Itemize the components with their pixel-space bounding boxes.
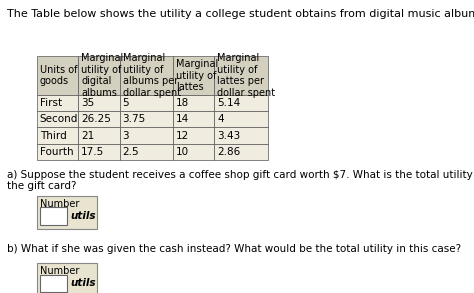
FancyBboxPatch shape	[214, 56, 268, 95]
Text: Marginal
utility of
albums per
dollar spent: Marginal utility of albums per dollar sp…	[123, 53, 181, 98]
FancyBboxPatch shape	[173, 95, 214, 111]
FancyBboxPatch shape	[37, 144, 79, 160]
FancyBboxPatch shape	[37, 95, 79, 111]
Text: utils: utils	[70, 278, 95, 288]
FancyBboxPatch shape	[120, 56, 173, 95]
FancyBboxPatch shape	[37, 56, 79, 95]
Text: Number: Number	[40, 266, 79, 276]
Text: The Table below shows the utility a college student obtains from digital music a: The Table below shows the utility a coll…	[7, 9, 474, 19]
FancyBboxPatch shape	[173, 144, 214, 160]
FancyBboxPatch shape	[173, 111, 214, 127]
Text: 21: 21	[81, 131, 94, 141]
FancyBboxPatch shape	[120, 95, 173, 111]
Text: 4: 4	[217, 114, 224, 124]
FancyBboxPatch shape	[79, 111, 120, 127]
Text: 5: 5	[123, 98, 129, 108]
FancyBboxPatch shape	[40, 207, 67, 225]
FancyBboxPatch shape	[214, 127, 268, 144]
Text: Marginal
utility of
lattes: Marginal utility of lattes	[176, 59, 218, 92]
Text: 3: 3	[123, 131, 129, 141]
Text: 3.43: 3.43	[217, 131, 240, 141]
FancyBboxPatch shape	[79, 56, 120, 95]
Text: 3.75: 3.75	[123, 114, 146, 124]
FancyBboxPatch shape	[120, 144, 173, 160]
Text: 10: 10	[176, 147, 189, 157]
FancyBboxPatch shape	[37, 196, 98, 229]
Text: 5.14: 5.14	[217, 98, 240, 108]
Text: 18: 18	[176, 98, 189, 108]
Text: Marginal
utility of
digital
albums: Marginal utility of digital albums	[81, 53, 123, 98]
Text: 35: 35	[81, 98, 94, 108]
FancyBboxPatch shape	[214, 111, 268, 127]
Text: Marginal
utility of
lattes per
dollar spent: Marginal utility of lattes per dollar sp…	[217, 53, 275, 98]
Text: 2.86: 2.86	[217, 147, 240, 157]
Text: b) What if she was given the cash instead? What would be the total utility in th: b) What if she was given the cash instea…	[7, 243, 461, 253]
Text: 26.25: 26.25	[81, 114, 111, 124]
FancyBboxPatch shape	[214, 144, 268, 160]
FancyBboxPatch shape	[79, 144, 120, 160]
FancyBboxPatch shape	[214, 95, 268, 111]
FancyBboxPatch shape	[79, 95, 120, 111]
FancyBboxPatch shape	[37, 111, 79, 127]
FancyBboxPatch shape	[173, 127, 214, 144]
FancyBboxPatch shape	[37, 127, 79, 144]
Text: Number: Number	[40, 199, 79, 209]
Text: 14: 14	[176, 114, 189, 124]
Text: Fourth: Fourth	[40, 147, 73, 157]
Text: Third: Third	[40, 131, 66, 141]
FancyBboxPatch shape	[79, 127, 120, 144]
Text: 12: 12	[176, 131, 189, 141]
FancyBboxPatch shape	[173, 56, 214, 95]
Text: Second: Second	[40, 114, 78, 124]
FancyBboxPatch shape	[120, 127, 173, 144]
Text: utils: utils	[70, 211, 95, 221]
Text: Units of
goods: Units of goods	[40, 65, 77, 86]
Text: First: First	[40, 98, 62, 108]
FancyBboxPatch shape	[40, 275, 67, 292]
FancyBboxPatch shape	[37, 263, 98, 293]
Text: 17.5: 17.5	[81, 147, 104, 157]
Text: 2.5: 2.5	[123, 147, 139, 157]
FancyBboxPatch shape	[120, 111, 173, 127]
Text: a) Suppose the student receives a coffee shop gift card worth $7. What is the to: a) Suppose the student receives a coffee…	[7, 170, 474, 192]
